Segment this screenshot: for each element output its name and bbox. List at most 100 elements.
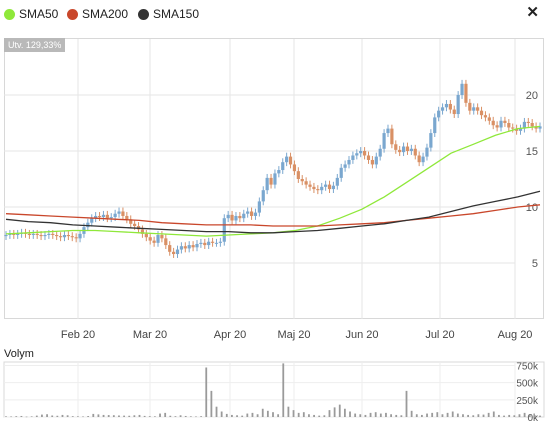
volume-bar [236,415,238,417]
volume-bar [349,411,351,417]
candle-body [362,151,367,156]
volume-bar [472,415,475,417]
candle-body [113,213,117,218]
volume-bar [287,406,290,417]
candle-body [308,184,312,187]
candle-body [175,249,180,255]
candle-body [472,107,476,111]
candle-body [62,235,67,238]
volume-bar [400,415,403,417]
candle-body [207,241,211,246]
candle-body [456,95,460,115]
volume-bar [225,413,228,417]
volume-bar [297,412,300,417]
candle-body [394,144,398,150]
sma200-swatch [67,8,78,20]
candle-body [433,117,437,134]
volume-bar [308,414,310,417]
candle-body [35,233,39,235]
candle-body [160,235,164,239]
volume-bar [205,367,208,417]
volume-bar [112,415,115,417]
x-tick-label: Apr 20 [214,329,246,341]
volume-bar [266,410,269,417]
line-sma50 [5,125,541,237]
candle-body [331,185,336,190]
candle-body [401,146,406,153]
candle-body [8,233,12,235]
candle-body [413,148,417,156]
candle-body [479,110,484,116]
candle-body [105,214,109,219]
candle-body [261,190,265,202]
volume-bar [82,416,84,418]
candle-body [518,128,523,131]
volume-bar [379,413,382,417]
candle-body [66,235,70,237]
candle-body [437,110,441,118]
volume-bar [25,416,28,418]
x-tick-label: Feb 20 [61,329,95,341]
candle-body [234,215,238,221]
candle-body [292,164,297,172]
candle-body [476,107,480,111]
volume-bar [118,415,120,417]
legend-sma200[interactable]: SMA200 [67,6,128,22]
volume-bar [533,415,536,417]
y-tick-label: 5 [532,258,538,270]
candle-body [58,236,63,238]
volume-bar [462,414,464,417]
volume-bar [35,415,38,417]
volume-bar [61,414,64,417]
volume-bar [446,412,449,417]
candle-body [495,125,499,128]
candle-body [109,217,113,219]
candle-body [31,233,35,235]
candle-body [468,102,472,111]
candle-body [246,211,250,214]
legend-sma50[interactable]: SMA50 [4,6,58,22]
performance-badge: Utv. 129,33% [4,38,66,52]
candle-body [168,245,172,252]
sma150-swatch [138,8,149,20]
candle-body [94,215,98,219]
volume-bar [508,414,511,417]
candle-body [74,237,78,239]
volume-bar [87,416,90,417]
volume-bar [195,416,197,418]
candle-body [359,151,363,154]
candle-body [316,189,320,191]
candle-body [511,127,515,129]
volume-bar [523,412,526,417]
y-tick-label: 15 [526,146,538,158]
candle-body [16,233,20,235]
candle-body [152,240,156,243]
candle-body [429,133,433,148]
candle-body [12,233,16,235]
volume-bar [302,412,305,417]
line-sma150 [5,190,541,234]
candle-body [164,238,168,246]
volume-bar [71,416,74,417]
candle-body [101,214,106,218]
legend-sma150[interactable]: SMA150 [138,6,199,22]
candle-body [249,211,254,216]
candle-body [285,156,289,163]
price-chart-frame [4,38,544,319]
candle-body [265,177,269,191]
candle-body [405,146,410,151]
candle-body [172,251,176,255]
volume-bar [30,416,33,417]
candle-body [320,186,324,191]
volume-bar [128,415,131,417]
y-tick-label: 10 [526,202,538,214]
candle-body [214,242,219,244]
volume-bar [164,412,167,417]
close-icon[interactable]: ✕ [526,4,539,21]
x-tick-label: Jul 20 [425,329,454,341]
volume-bar [51,415,54,417]
candle-body [179,246,184,250]
volume-bar [539,415,541,417]
candle-body [339,167,343,178]
